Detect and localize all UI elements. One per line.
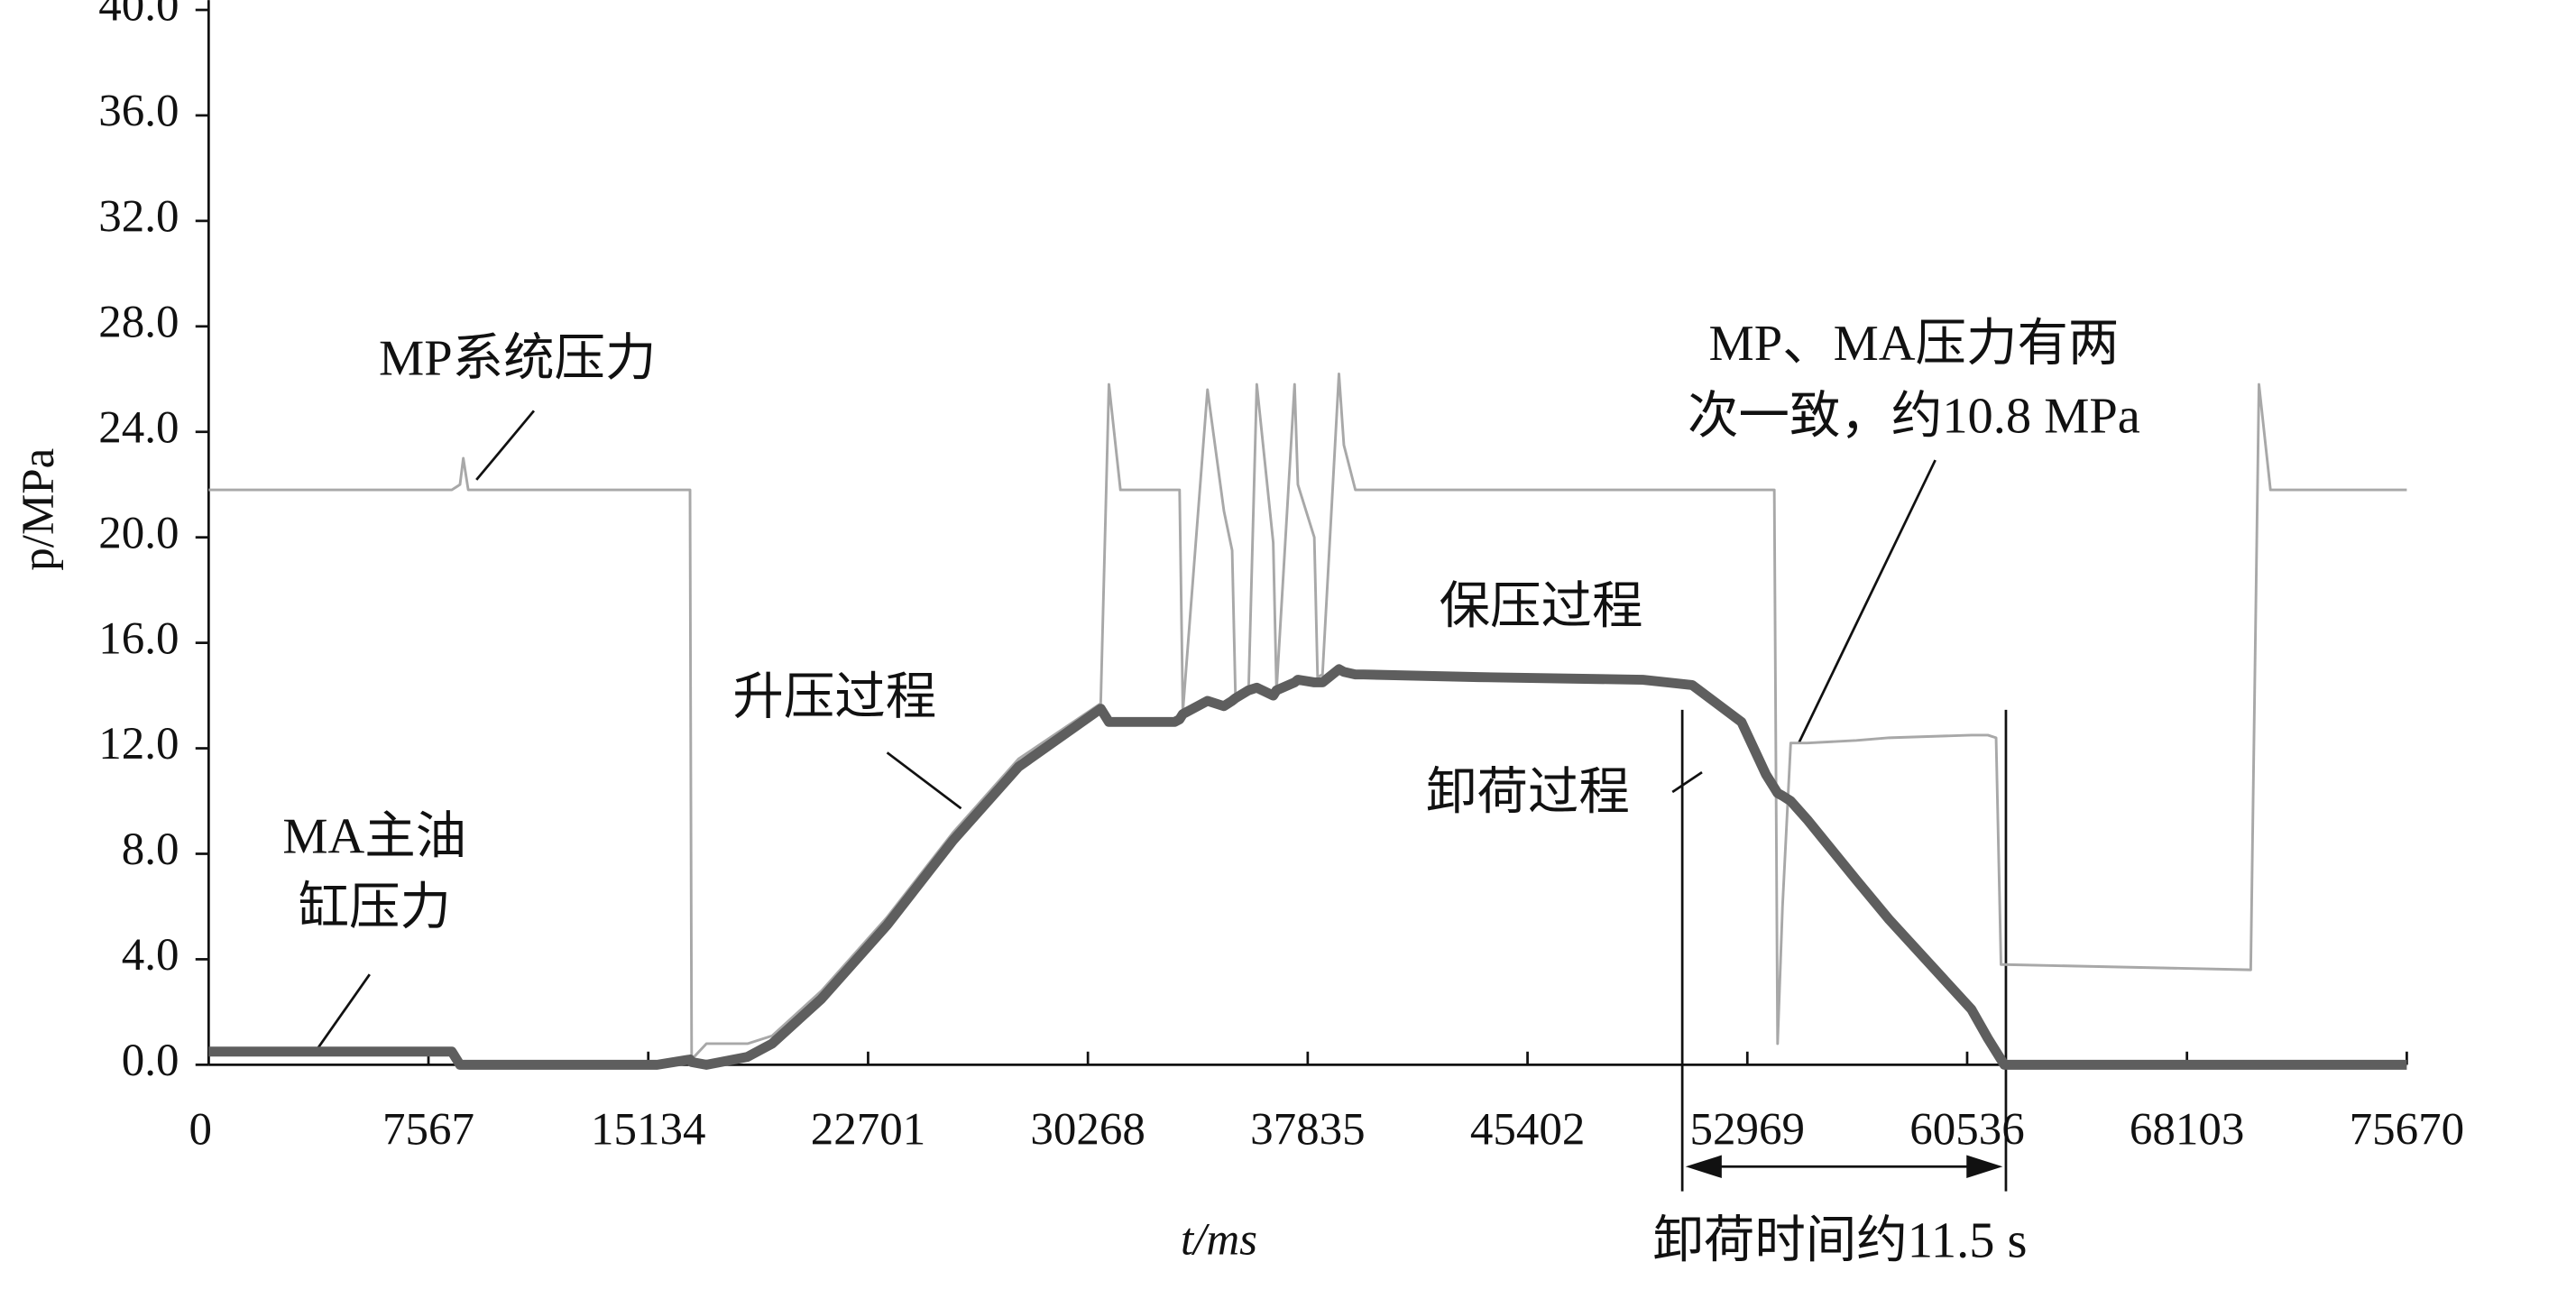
x-tick-label: 0: [189, 1105, 212, 1156]
x-tick-label: 52969: [1690, 1105, 1806, 1156]
annotations: MP系统压力 MA主油 缸压力 升压过程 保压过程 MP、MA压力有两 次一致，…: [282, 316, 2140, 1269]
leader: [475, 410, 536, 481]
x-tick-label: 37835: [1250, 1105, 1366, 1156]
x-tick-label: 45402: [1470, 1105, 1586, 1156]
annotation: MA主油: [282, 809, 466, 865]
annotation: 卸荷时间约11.5 s: [1652, 1213, 2027, 1269]
y-tick-label: 16.0: [98, 613, 179, 664]
series-line: [208, 372, 2407, 1061]
series-line: [208, 664, 2407, 1070]
annotation: 次一致，约10.8 MPa: [1688, 388, 2140, 444]
x-tick-label: 60536: [1909, 1105, 2025, 1156]
y-tick-label: 40.0: [98, 0, 179, 32]
x-tick-label: 7567: [382, 1105, 474, 1156]
leader: [1671, 771, 1703, 794]
y-tick-label: 12.0: [98, 719, 179, 769]
annotation: 缸压力: [299, 879, 451, 935]
y-axis-label: p/MPa: [14, 448, 64, 571]
annotation: MP、MA压力有两: [1709, 316, 2120, 372]
y-tick-label: 0.0: [122, 1036, 179, 1086]
x-tick-label: 68103: [2130, 1105, 2245, 1156]
annotation: 卸荷过程: [1426, 764, 1630, 820]
x-tick-label: 75670: [2350, 1105, 2465, 1156]
y-tick-label: 20.0: [98, 508, 179, 558]
y-tick-label: 28.0: [98, 298, 179, 348]
annotation: 升压过程: [732, 669, 936, 725]
x-tick-label: 15134: [591, 1105, 706, 1156]
y-tick-label: 4.0: [122, 930, 179, 981]
x-tick-label: 22701: [811, 1105, 926, 1156]
leader: [1798, 459, 1937, 743]
leader: [886, 751, 962, 810]
annotation: 保压过程: [1440, 579, 1643, 635]
y-tick-label: 36.0: [98, 87, 179, 137]
x-tick-label: 30268: [1030, 1105, 1145, 1156]
arrow-head: [1685, 1155, 1722, 1179]
leader: [314, 973, 371, 1053]
arrow-head: [1966, 1155, 2003, 1179]
y-tick-label: 24.0: [98, 402, 179, 453]
x-axis-label: t/ms: [1181, 1215, 1257, 1266]
y-tick-label: 8.0: [122, 824, 179, 875]
annotation: MP系统压力: [379, 331, 656, 387]
y-tick-label: 32.0: [98, 192, 179, 243]
